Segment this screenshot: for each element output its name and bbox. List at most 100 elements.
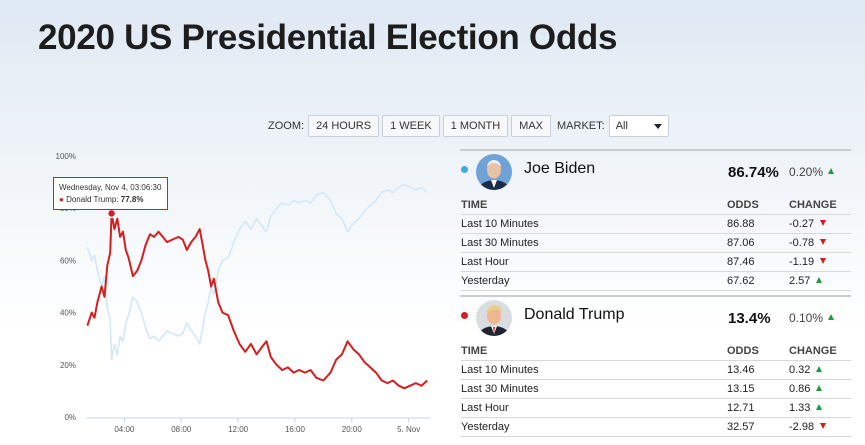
row-change: -0.27 bbox=[789, 218, 827, 230]
row-odds: 12.71 bbox=[727, 402, 755, 414]
row-change-value: -1.19 bbox=[789, 256, 815, 268]
row-time: Last Hour bbox=[461, 402, 509, 414]
row-odds: 86.88 bbox=[727, 218, 755, 230]
x-tick-label: 5. Nov bbox=[397, 425, 420, 434]
row-change-value: -2.98 bbox=[789, 421, 815, 433]
table-row: Last 30 Minutes 13.15 0.86 bbox=[461, 380, 851, 399]
column-header-odds: ODDS bbox=[727, 345, 759, 357]
divider bbox=[460, 295, 851, 297]
candidate-color-dot bbox=[461, 166, 468, 173]
table-header: TIME ODDS CHANGE bbox=[461, 342, 851, 361]
row-change: -2.98 bbox=[789, 421, 827, 433]
row-change: 0.86 bbox=[789, 383, 823, 395]
market-select-value: All bbox=[615, 120, 628, 132]
row-change: 2.57 bbox=[789, 275, 823, 287]
candidate-change: 0.10% bbox=[789, 311, 834, 325]
arrow-up-icon bbox=[816, 366, 823, 372]
table-row: Yesterday 67.62 2.57 bbox=[461, 272, 851, 291]
series-line-donald-trump[interactable] bbox=[86, 212, 428, 390]
zoom-24-hours-button[interactable]: 24 HOURS bbox=[308, 115, 380, 137]
row-change-value: 1.33 bbox=[789, 402, 811, 414]
column-header-time: TIME bbox=[461, 199, 488, 211]
tooltip-series: ● Donald Trump: 77.8% bbox=[59, 194, 162, 206]
tooltip-dot-icon: ● bbox=[59, 195, 64, 204]
candidate-change: 0.20% bbox=[789, 165, 834, 179]
y-tick-label: 60% bbox=[60, 256, 76, 265]
avatar bbox=[476, 154, 512, 190]
row-time: Yesterday bbox=[461, 421, 510, 433]
zoom-1-week-button[interactable]: 1 WEEK bbox=[382, 115, 440, 137]
arrow-up-icon bbox=[828, 314, 834, 320]
row-change: -1.19 bbox=[789, 256, 827, 268]
x-tick-label: 16:00 bbox=[285, 425, 306, 434]
arrow-down-icon bbox=[820, 258, 827, 264]
hover-point-marker bbox=[106, 208, 117, 219]
x-tick-label: 20:00 bbox=[342, 425, 363, 434]
chevron-down-icon bbox=[653, 123, 662, 129]
row-change: 1.33 bbox=[789, 402, 823, 414]
row-odds: 87.06 bbox=[727, 237, 755, 249]
candidate-name: Joe Biden bbox=[524, 160, 596, 177]
odds-table: TIME ODDS CHANGE Last 10 Minutes 86.88 -… bbox=[461, 196, 851, 291]
arrow-down-icon bbox=[820, 423, 827, 429]
chart-series bbox=[86, 183, 428, 390]
row-time: Last 30 Minutes bbox=[461, 383, 539, 395]
page-title: 2020 US Presidential Election Odds bbox=[38, 18, 618, 57]
table-row: Last 10 Minutes 13.46 0.32 bbox=[461, 361, 851, 380]
x-axis: 04:00 08:00 12:00 16:00 20:00 5. Nov bbox=[114, 418, 420, 434]
arrow-down-icon bbox=[820, 220, 827, 226]
y-tick-label: 40% bbox=[60, 309, 76, 318]
x-tick-label: 04:00 bbox=[114, 425, 135, 434]
column-header-time: TIME bbox=[461, 345, 488, 357]
candidate-change-value: 0.20% bbox=[789, 165, 824, 179]
y-tick-label: 0% bbox=[64, 413, 76, 422]
table-row: Last 30 Minutes 87.06 -0.78 bbox=[461, 234, 851, 253]
row-odds: 87.46 bbox=[727, 256, 755, 268]
row-change-value: -0.27 bbox=[789, 218, 815, 230]
tooltip-date: Wednesday, Nov 4, 03:06:30 bbox=[59, 183, 162, 192]
table-row: Last Hour 87.46 -1.19 bbox=[461, 253, 851, 272]
odds-table: TIME ODDS CHANGE Last 10 Minutes 13.46 0… bbox=[461, 342, 851, 437]
row-time: Last 10 Minutes bbox=[461, 218, 539, 230]
candidate-change-value: 0.10% bbox=[789, 311, 824, 325]
table-row: Yesterday 32.57 -2.98 bbox=[461, 418, 851, 437]
row-time: Last Hour bbox=[461, 256, 509, 268]
table-row: Last Hour 12.71 1.33 bbox=[461, 399, 851, 418]
arrow-up-icon bbox=[816, 277, 823, 283]
y-tick-label: 100% bbox=[56, 152, 76, 161]
zoom-label: ZOOM: bbox=[268, 120, 305, 132]
column-header-change: CHANGE bbox=[789, 199, 837, 211]
tooltip-series-name: Donald Trump: bbox=[66, 195, 119, 204]
chart-tooltip: Wednesday, Nov 4, 03:06:30 ● Donald Trum… bbox=[53, 177, 168, 210]
row-odds: 67.62 bbox=[727, 275, 755, 287]
column-header-change: CHANGE bbox=[789, 345, 837, 357]
column-header-odds: ODDS bbox=[727, 199, 759, 211]
row-odds: 13.46 bbox=[727, 364, 755, 376]
row-change-value: -0.78 bbox=[789, 237, 815, 249]
row-time: Last 30 Minutes bbox=[461, 237, 539, 249]
table-row: Last 10 Minutes 86.88 -0.27 bbox=[461, 215, 851, 234]
series-line-joe-biden[interactable] bbox=[86, 183, 428, 361]
candidate-odds: 86.74% bbox=[728, 164, 779, 181]
zoom-max-button[interactable]: MAX bbox=[511, 115, 552, 137]
market-label: MARKET: bbox=[557, 120, 605, 132]
zoom-toolbar: ZOOM: 24 HOURS 1 WEEK 1 MONTH MAX MARKET… bbox=[268, 114, 669, 138]
odds-chart[interactable]: 0%20%40%60%80%100% 04:0008:0012:0016:002… bbox=[0, 145, 440, 445]
row-time: Last 10 Minutes bbox=[461, 364, 539, 376]
arrow-up-icon bbox=[828, 168, 834, 174]
market-select[interactable]: All bbox=[608, 115, 669, 137]
arrow-up-icon bbox=[816, 385, 823, 391]
row-change: -0.78 bbox=[789, 237, 827, 249]
row-change-value: 0.32 bbox=[789, 364, 811, 376]
tooltip-value: 77.8% bbox=[120, 195, 144, 204]
row-change-value: 2.57 bbox=[789, 275, 811, 287]
arrow-down-icon bbox=[820, 239, 827, 245]
table-header: TIME ODDS CHANGE bbox=[461, 196, 851, 215]
zoom-1-month-button[interactable]: 1 MONTH bbox=[442, 115, 509, 137]
candidate-odds: 13.4% bbox=[728, 310, 771, 327]
candidate-name: Donald Trump bbox=[524, 306, 625, 323]
divider bbox=[460, 149, 851, 151]
row-odds: 13.15 bbox=[727, 383, 755, 395]
y-tick-label: 20% bbox=[60, 361, 76, 370]
avatar bbox=[476, 300, 512, 336]
